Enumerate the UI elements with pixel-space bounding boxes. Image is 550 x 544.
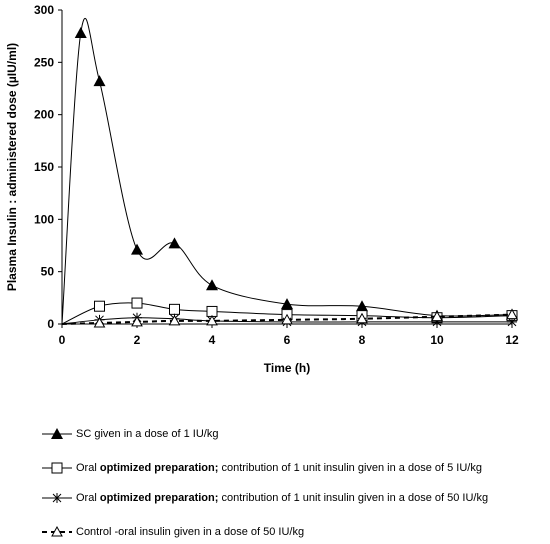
legend-item-2: Oral optimized preparation; contribution… xyxy=(42,458,482,478)
series-4-point xyxy=(281,313,293,325)
series-1-point xyxy=(131,243,143,255)
series-line-1 xyxy=(61,17,513,325)
y-tick-label: 150 xyxy=(34,160,54,174)
y-tick-label: 50 xyxy=(41,265,55,279)
series-4-point xyxy=(168,314,181,326)
legend-swatch xyxy=(42,525,72,537)
series-2-point xyxy=(169,303,180,315)
y-tick-label: 100 xyxy=(34,212,54,226)
x-axis-label: Time (h) xyxy=(264,361,310,375)
series-4-point xyxy=(356,312,368,324)
legend-label-part: optimized preparation; xyxy=(99,492,219,504)
legend-label-part: contribution of 1 unit insulin given in … xyxy=(218,492,489,504)
series-4-point xyxy=(206,314,218,326)
y-axis-label: Plasma Insulin : administered dose (µIU/… xyxy=(5,43,19,291)
x-tick-label: 0 xyxy=(59,333,66,347)
series-1-point xyxy=(281,298,293,310)
chart: 0 50 100 150 200 250 300 0 2 4 6 8 10 12 Time (h) Pla… xyxy=(5,3,519,375)
legend-marker xyxy=(51,462,63,474)
y-tick-label: 200 xyxy=(34,108,54,122)
y-tick-label: 300 xyxy=(34,3,54,17)
legend-item-4: Control -oral insulin given in a dose of… xyxy=(42,522,304,542)
x-tick-label: 2 xyxy=(134,333,141,347)
legend-marker xyxy=(51,525,63,537)
plot-area: 0 50 100 150 200 250 300 0 2 4 6 8 10 12 xyxy=(34,3,519,347)
legend-item-1: SC given in a dose of 1 IU/kg xyxy=(42,424,218,444)
series-2-point xyxy=(94,300,105,312)
series-line-2 xyxy=(61,302,513,325)
legend-label-part: Oral xyxy=(76,492,100,504)
x-tick-label: 8 xyxy=(359,333,366,347)
legend-swatch xyxy=(42,462,72,474)
series-3-point xyxy=(507,316,517,327)
series-1-point xyxy=(93,75,106,87)
legend-item-3: Oral optimized preparation; contribution… xyxy=(42,488,488,508)
x-tick-label: 4 xyxy=(209,333,216,347)
legend-label-part: contribution of 1 unit insulin given in … xyxy=(218,462,482,474)
y-tick-label: 0 xyxy=(47,317,54,331)
series-4-point xyxy=(506,308,518,320)
series-4-point xyxy=(131,315,143,327)
series-4-point xyxy=(431,310,443,322)
legend-label: Oral optimized preparation; contribution… xyxy=(76,462,482,474)
x-tick-label: 6 xyxy=(284,333,291,347)
legend-swatch xyxy=(42,428,72,439)
series-4-point xyxy=(93,316,106,328)
legend-label: Oral optimized preparation; contribution… xyxy=(76,492,488,504)
legend-label: SC given in a dose of 1 IU/kg xyxy=(76,428,218,440)
legend-marker xyxy=(52,493,62,503)
x-tick-label: 10 xyxy=(430,333,444,347)
x-tick-label: 12 xyxy=(505,333,519,347)
legend-label-part: SC given in a dose of 1 IU/kg xyxy=(76,428,219,440)
legend-label-part: Oral xyxy=(76,462,100,474)
series-line-4 xyxy=(61,313,513,325)
series-1-point xyxy=(206,279,218,291)
series-1-point xyxy=(74,27,87,39)
legend-swatch xyxy=(42,493,72,503)
series-2-point xyxy=(131,297,143,309)
legend-label-part: optimized preparation; xyxy=(99,462,219,474)
series-1-point xyxy=(168,237,181,249)
legend-label-part: Control -oral insulin given in a dose of… xyxy=(76,526,305,538)
series-1-point xyxy=(356,300,368,312)
legend-marker xyxy=(51,428,63,439)
y-tick-label: 250 xyxy=(34,55,54,69)
legend-label: Control -oral insulin given in a dose of… xyxy=(76,526,304,538)
